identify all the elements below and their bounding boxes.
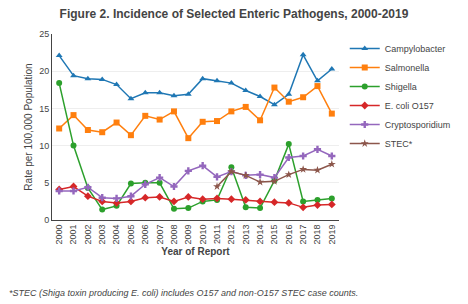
svg-text:2007: 2007 — [155, 225, 165, 245]
svg-text:2006: 2006 — [140, 225, 150, 245]
svg-text:Salmonella: Salmonella — [385, 63, 430, 73]
svg-text:2002: 2002 — [83, 225, 93, 245]
svg-text:Figure 2. Incidence of Selecte: Figure 2. Incidence of Selected Enteric … — [60, 7, 409, 21]
svg-text:*STEC (Shiga toxin producing E: *STEC (Shiga toxin producing E. coli) in… — [9, 288, 358, 298]
svg-text:20: 20 — [39, 66, 49, 76]
svg-text:2010: 2010 — [198, 225, 208, 245]
svg-text:5: 5 — [44, 178, 49, 188]
svg-text:2016: 2016 — [284, 225, 294, 245]
svg-text:2008: 2008 — [169, 225, 179, 245]
svg-text:2009: 2009 — [183, 225, 193, 245]
svg-text:E. coli O157: E. coli O157 — [385, 101, 434, 111]
svg-text:10: 10 — [39, 141, 49, 151]
svg-text:STEC*: STEC* — [385, 139, 413, 149]
svg-text:2011: 2011 — [212, 225, 222, 244]
svg-text:2001: 2001 — [68, 225, 78, 245]
svg-text:Campylobacter: Campylobacter — [385, 44, 446, 54]
svg-text:2019: 2019 — [327, 225, 337, 245]
svg-text:Cryptosporidium: Cryptosporidium — [385, 120, 451, 130]
svg-text:Rate per 100,000 Population: Rate per 100,000 Population — [23, 63, 34, 190]
svg-text:2018: 2018 — [312, 225, 322, 245]
svg-text:25: 25 — [39, 29, 49, 39]
svg-text:2013: 2013 — [241, 225, 251, 245]
svg-text:2003: 2003 — [97, 225, 107, 245]
svg-text:2000: 2000 — [54, 225, 64, 245]
svg-text:2015: 2015 — [269, 225, 279, 245]
svg-text:2012: 2012 — [226, 225, 236, 245]
svg-text:Year of Report: Year of Report — [161, 246, 230, 257]
svg-text:Shigella: Shigella — [385, 82, 417, 92]
svg-text:2014: 2014 — [255, 225, 265, 245]
svg-text:0: 0 — [44, 215, 49, 225]
svg-text:2017: 2017 — [298, 225, 308, 245]
svg-text:15: 15 — [39, 104, 49, 114]
svg-text:2004: 2004 — [111, 225, 121, 245]
svg-text:2005: 2005 — [126, 225, 136, 245]
